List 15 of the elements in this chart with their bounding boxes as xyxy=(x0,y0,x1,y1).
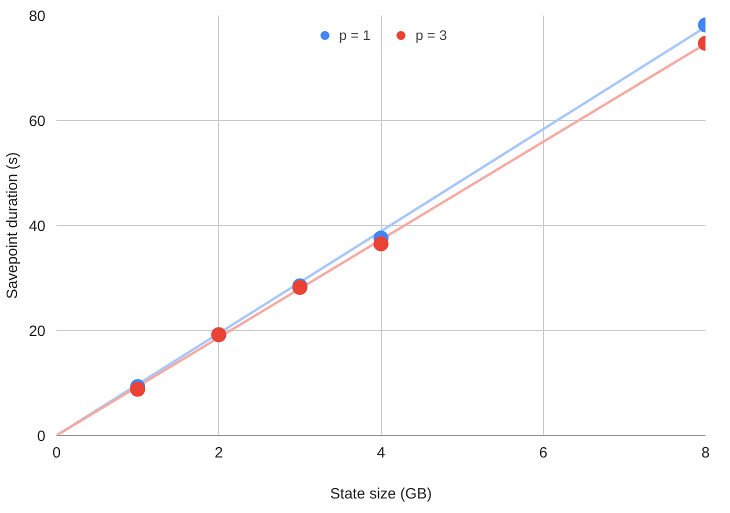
x-tick-label: 4 xyxy=(376,444,386,462)
x-tick-label: 2 xyxy=(214,444,223,462)
y-axis-title: Savepoint duration (s) xyxy=(4,152,21,299)
legend-label: p = 3 xyxy=(416,27,448,43)
y-tick-label: 40 xyxy=(28,218,46,235)
x-tick-label: 6 xyxy=(539,444,548,462)
x-tick-label: 0 xyxy=(52,444,61,462)
y-tick-label: 60 xyxy=(28,113,46,130)
y-tick-label: 80 xyxy=(28,8,46,25)
x-axis-title: State size (GB) xyxy=(330,486,432,502)
point xyxy=(374,236,388,252)
y-tick-label: 20 xyxy=(28,323,46,340)
x-tick-label: 8 xyxy=(701,444,710,462)
legend-label: p = 1 xyxy=(338,27,370,43)
y-tick-label: 0 xyxy=(37,428,46,445)
